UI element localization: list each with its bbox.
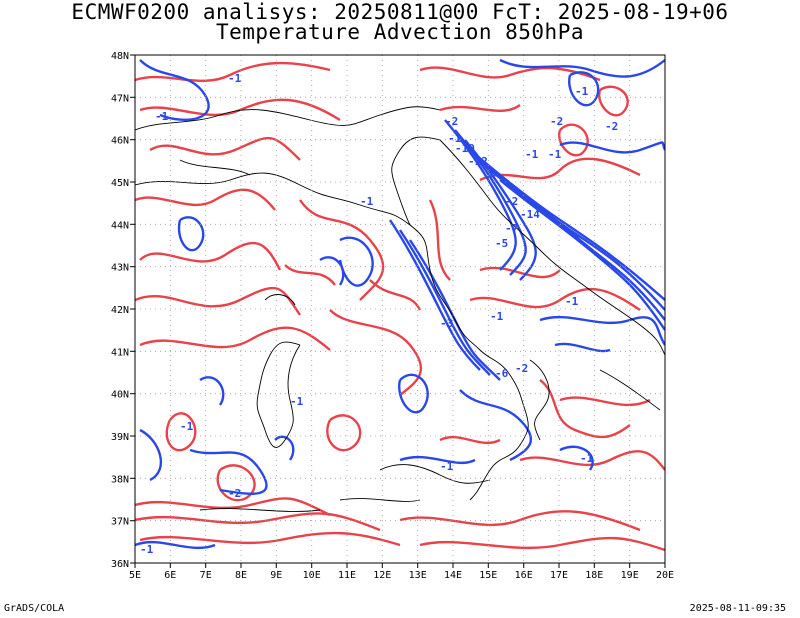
lon-label: 16E	[515, 570, 533, 581]
contour-label: -3	[440, 317, 453, 330]
lon-label: 19E	[621, 570, 639, 581]
contour-label: -1	[360, 195, 374, 208]
contour-label: -1	[155, 110, 169, 123]
contour-label: -2	[515, 362, 528, 375]
contour-label: -1	[440, 460, 454, 473]
contour-label: -1	[575, 85, 589, 98]
negative-advection-contours	[135, 58, 665, 550]
contour-label: -1	[228, 72, 242, 85]
lat-label: 45N	[111, 178, 129, 189]
contour-label: -7	[505, 222, 518, 235]
lon-label: 6E	[164, 570, 176, 581]
lon-label: 11E	[338, 570, 356, 581]
generation-timestamp: 2025-08-11-09:35	[689, 603, 786, 614]
axis-ticks	[130, 54, 666, 568]
lat-label: 39N	[111, 432, 129, 443]
lat-label: 36N	[111, 559, 129, 570]
contour-label: -5	[495, 237, 508, 250]
lon-label: 5E	[129, 570, 141, 581]
lat-label: 42N	[111, 305, 129, 316]
title-line-1: ECMWF0200 analisys: 20250811@00 FcT: 202…	[71, 0, 729, 24]
lat-label: 43N	[111, 263, 129, 274]
contour-label: -1	[580, 452, 594, 465]
contour-label: -14	[520, 208, 540, 221]
title-line-2: Temperature Advection 850hPa	[215, 20, 584, 44]
lon-label: 14E	[444, 570, 462, 581]
lon-label: 8E	[235, 570, 247, 581]
contour-label: -12	[468, 155, 488, 168]
contour-label: -6	[495, 367, 509, 380]
map-area: -1 -1 -1 -2 -1 -10 -12 -1 -2 -14 -7 -5 -…	[135, 55, 665, 563]
contour-label: -2	[228, 487, 241, 500]
contour-label: -2	[505, 195, 518, 208]
software-credit: GrADS/COLA	[4, 603, 65, 614]
contour-label: -2	[605, 120, 618, 133]
contour-label: -1	[448, 132, 462, 145]
contour-label: -1	[290, 395, 304, 408]
contour-label: -1	[548, 148, 562, 161]
lon-label: 12E	[373, 570, 391, 581]
lat-label: 38N	[111, 474, 129, 485]
lat-label: 40N	[111, 390, 129, 401]
lon-label: 20E	[656, 570, 674, 581]
lon-label: 9E	[270, 570, 282, 581]
latitude-labels: 48N 47N 46N 45N 44N 43N 42N 41N 40N 39N …	[111, 51, 129, 570]
lat-label: 48N	[111, 51, 129, 62]
contour-label: -1	[490, 310, 504, 323]
contour-labels: -1 -1 -1 -2 -1 -10 -12 -1 -2 -14 -7 -5 -…	[140, 72, 618, 556]
lon-label: 10E	[303, 570, 321, 581]
contour-label: -2	[550, 115, 563, 128]
graticule	[135, 55, 665, 563]
lat-label: 46N	[111, 136, 129, 147]
contour-label: -1	[140, 543, 154, 556]
contour-label: -10	[455, 142, 475, 155]
lat-label: 41N	[111, 347, 129, 358]
lat-label: 37N	[111, 517, 129, 528]
coastlines	[135, 106, 665, 512]
contour-label: -1	[565, 295, 579, 308]
positive-advection-contours	[135, 61, 665, 552]
contour-label: -1	[525, 148, 539, 161]
lon-label: 18E	[585, 570, 603, 581]
lon-label: 15E	[479, 570, 497, 581]
lon-label: 13E	[409, 570, 427, 581]
lat-label: 44N	[111, 220, 129, 231]
contour-label: -2	[445, 115, 458, 128]
lon-label: 7E	[200, 570, 212, 581]
lat-label: 47N	[111, 93, 129, 104]
longitude-labels: 5E 6E 7E 8E 9E 10E 11E 12E 13E 14E 15E 1…	[129, 570, 674, 581]
lon-label: 17E	[550, 570, 568, 581]
contour-label: -1	[180, 420, 194, 433]
